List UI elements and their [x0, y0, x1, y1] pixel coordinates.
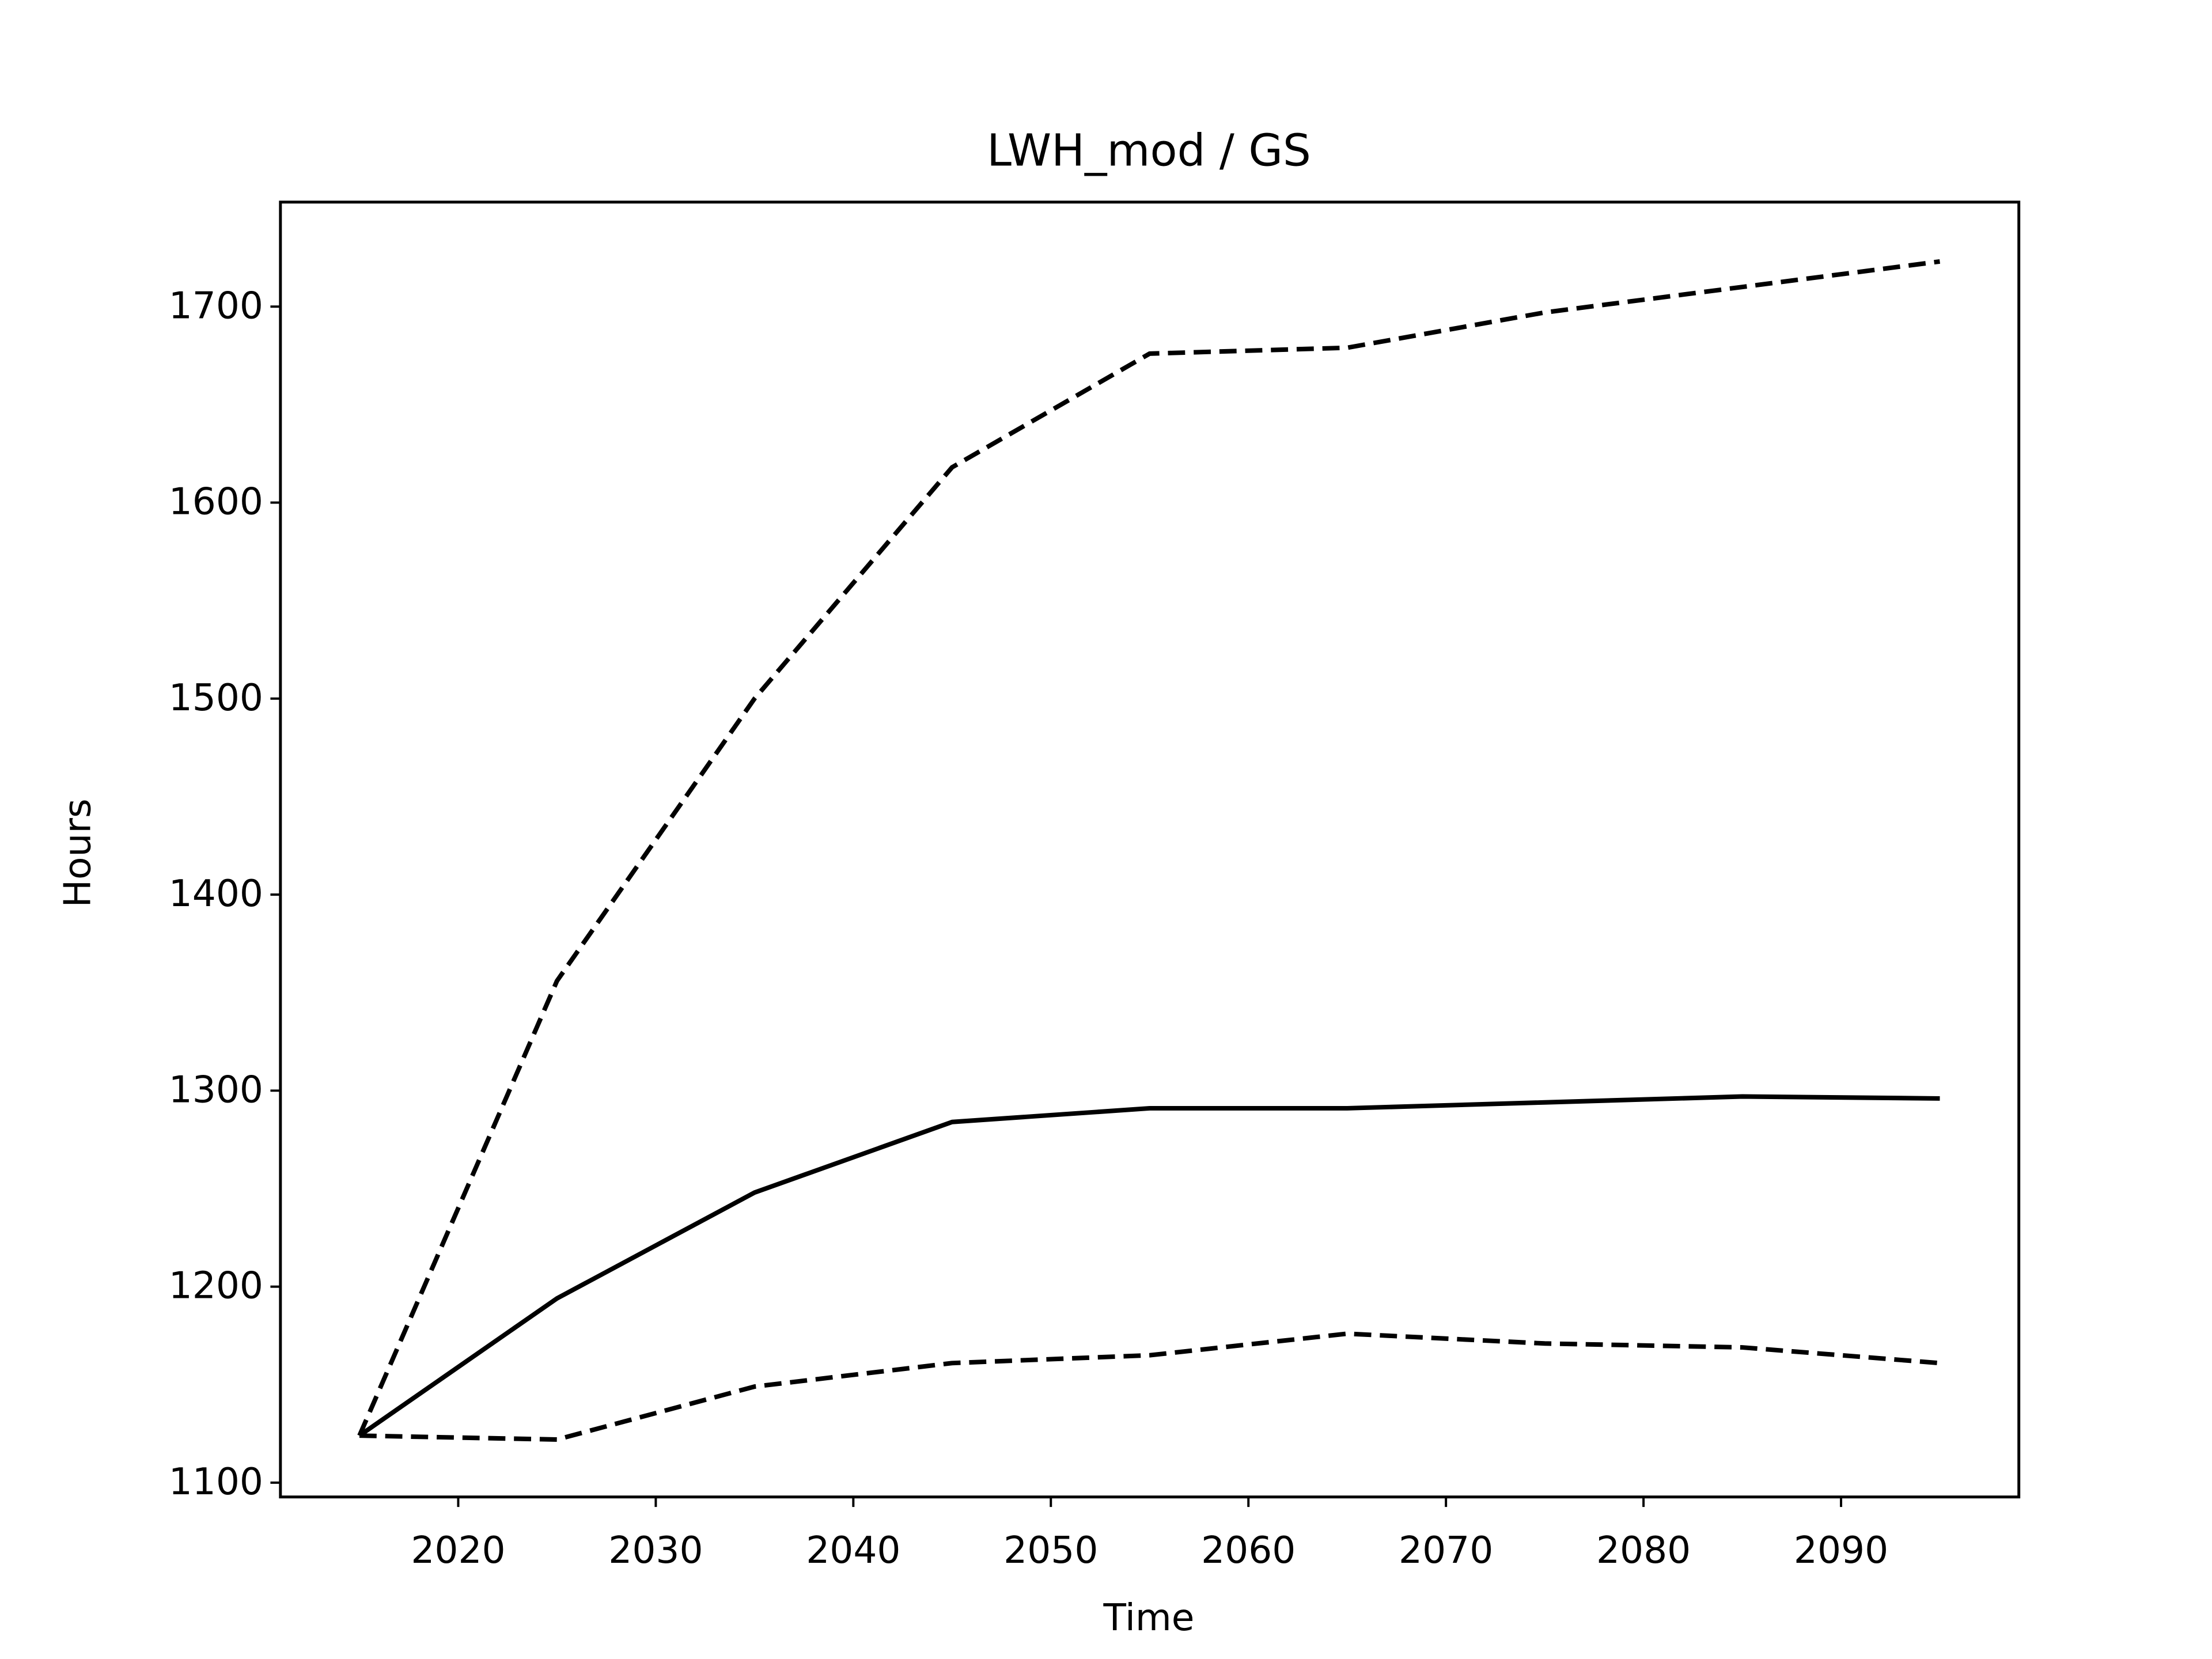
series-line	[357, 259, 1941, 1437]
chart-title: LWH_mod / GS	[987, 125, 1311, 176]
x-tick-label: 2030	[608, 1529, 703, 1572]
series-line	[358, 1094, 1940, 1438]
y-tick-label: 1300	[169, 1068, 263, 1111]
series-line	[359, 1331, 1940, 1442]
y-tick-label: 1400	[169, 872, 263, 915]
y-axis-label: Hours	[56, 798, 100, 907]
x-tick-label: 2080	[1596, 1529, 1691, 1572]
y-tick-label: 1100	[169, 1460, 263, 1503]
x-tick-label: 2040	[806, 1529, 900, 1572]
x-tick-label: 2060	[1201, 1529, 1296, 1572]
plot-frame	[279, 200, 2021, 1499]
y-tick-label: 1200	[169, 1264, 263, 1308]
x-tick-label: 2020	[411, 1529, 505, 1572]
x-tick-label: 2070	[1399, 1529, 1493, 1572]
y-tick-label: 1700	[169, 284, 263, 327]
x-tick-label: 2090	[1794, 1529, 1888, 1572]
x-tick-label: 2050	[1003, 1529, 1098, 1572]
y-tick-label: 1600	[169, 480, 263, 524]
y-tick-label: 1500	[169, 676, 263, 719]
x-axis-label: Time	[1103, 1596, 1195, 1639]
